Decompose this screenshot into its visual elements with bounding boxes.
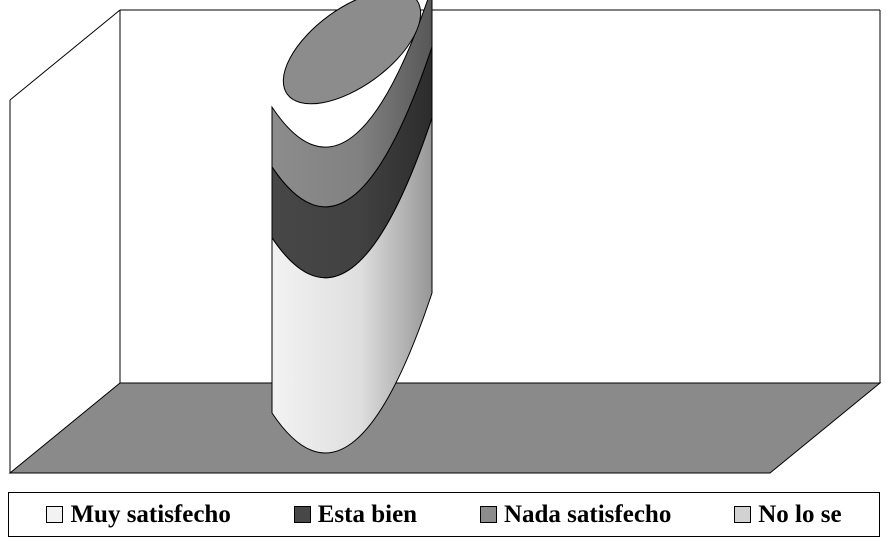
cylinder-segment-2-shading xyxy=(272,0,432,207)
legend: Muy satisfecho Esta bien Nada satisfecho… xyxy=(8,492,880,537)
chart-floor xyxy=(8,382,882,474)
cylinder-segment-0-shading xyxy=(272,117,432,453)
cylinder-segment-1-shading xyxy=(272,46,432,278)
legend-item-no-lo-se: No lo se xyxy=(734,500,842,529)
legend-item-esta-bien: Esta bien xyxy=(293,500,418,529)
legend-swatch-muy-satisfecho xyxy=(46,506,64,523)
legend-label: Muy satisfecho xyxy=(70,500,231,528)
legend-label: Esta bien xyxy=(317,500,418,528)
plot-frame xyxy=(8,9,882,474)
legend-label: Nada satisfecho xyxy=(503,500,672,528)
legend-swatch-nada-satisfecho xyxy=(479,506,497,523)
legend-swatch-esta-bien xyxy=(293,506,311,523)
legend-item-nada-satisfecho: Nada satisfecho xyxy=(479,500,672,529)
cylinder-top-cap xyxy=(282,0,422,105)
legend-item-muy-satisfecho: Muy satisfecho xyxy=(46,500,231,529)
side-wall-top-edge xyxy=(9,9,121,101)
legend-swatch-no-lo-se xyxy=(734,506,752,523)
cylinder-stack xyxy=(271,0,433,454)
legend-label: No lo se xyxy=(758,500,842,528)
chart-area xyxy=(8,0,882,474)
